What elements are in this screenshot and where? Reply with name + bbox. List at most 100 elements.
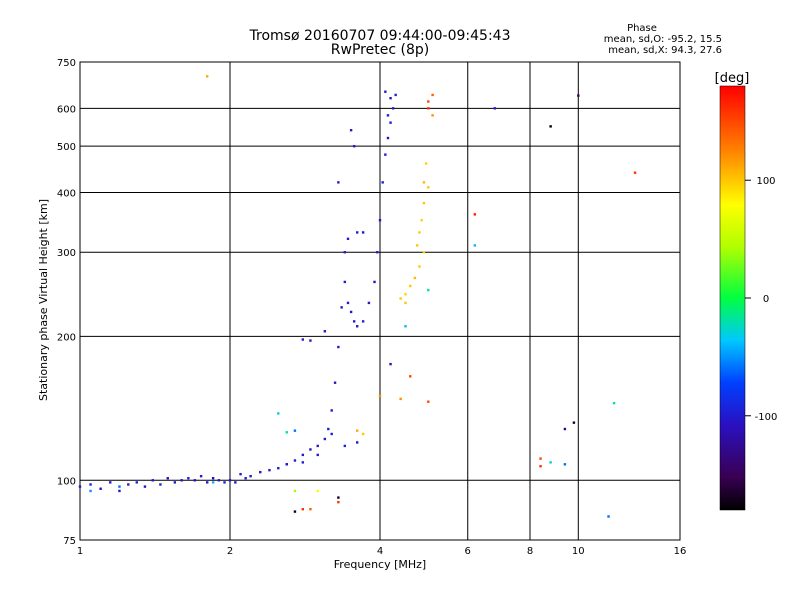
data-point — [327, 427, 330, 431]
data-point — [386, 136, 390, 140]
data-points — [78, 75, 637, 518]
data-point — [277, 466, 280, 470]
data-point — [309, 339, 312, 342]
data-point — [431, 114, 434, 117]
data-point — [199, 474, 203, 478]
data-point — [389, 362, 392, 366]
y-tick-label: 200 — [57, 332, 76, 343]
phase-info-x: mean, sd,X: 94.3, 27.6 — [608, 45, 722, 56]
data-point — [427, 100, 430, 103]
data-point — [404, 293, 407, 296]
data-point — [323, 330, 327, 333]
data-point — [404, 301, 407, 305]
data-point — [249, 474, 252, 478]
data-point — [539, 465, 542, 468]
data-point — [166, 477, 169, 480]
data-point — [399, 397, 402, 401]
data-point — [352, 144, 356, 148]
data-point — [399, 297, 402, 300]
data-point — [277, 412, 280, 415]
data-point — [404, 325, 407, 328]
data-point — [355, 429, 359, 432]
y-tick-label: 100 — [57, 476, 76, 487]
data-point — [293, 429, 297, 432]
x-tick-label: 1 — [77, 546, 83, 557]
data-point — [118, 489, 121, 493]
data-point — [415, 244, 419, 247]
data-point — [337, 496, 340, 499]
data-point — [633, 171, 637, 174]
data-point — [316, 444, 319, 448]
data-point — [373, 280, 376, 284]
data-point — [346, 301, 350, 305]
y-axis-label: Stationary phase Virtual Height [km] — [37, 199, 50, 401]
x-tick-label: 16 — [674, 546, 687, 557]
data-point — [391, 107, 395, 110]
data-point — [343, 444, 347, 448]
data-point — [180, 479, 183, 482]
chart-title: Tromsø 20160707 09:44:00-09:45:43 — [249, 28, 511, 44]
data-point — [99, 487, 102, 490]
data-point — [422, 181, 426, 184]
data-point — [549, 125, 552, 128]
x-tick-label: 8 — [527, 546, 533, 557]
data-point — [349, 310, 353, 314]
x-axis-label: Frequency [MHz] — [334, 558, 426, 571]
data-point — [361, 432, 365, 436]
x-tick-label: 10 — [572, 546, 585, 557]
data-point — [173, 481, 177, 484]
data-point — [389, 121, 392, 124]
data-point — [367, 301, 371, 305]
x-tick-label: 4 — [377, 546, 383, 557]
data-point — [607, 515, 610, 518]
data-point — [539, 457, 542, 460]
data-point — [259, 470, 262, 474]
data-point — [343, 280, 347, 284]
chart-subtitle: RwPretec (8p) — [331, 42, 429, 58]
data-point — [118, 485, 121, 488]
data-point — [355, 231, 359, 234]
data-point — [378, 394, 382, 398]
colorbar-ticks: 100 0 -100 — [745, 176, 777, 423]
data-point — [293, 489, 297, 493]
data-point — [352, 320, 356, 323]
data-point — [127, 483, 130, 486]
data-point — [418, 265, 421, 268]
data-point — [143, 485, 147, 488]
data-point — [427, 400, 430, 403]
data-point — [563, 427, 567, 431]
x-tick-label: 6 — [465, 546, 471, 557]
data-point — [612, 401, 616, 405]
data-point — [333, 381, 337, 384]
data-point — [394, 93, 397, 97]
colorbar-label: [deg] — [715, 71, 750, 86]
y-axis-ticks: 75 100 200 300 400 500 600 750 — [57, 58, 76, 547]
data-point — [187, 477, 190, 480]
phase-info-o: mean, sd,O: -95.2, 15.5 — [604, 34, 722, 45]
data-point — [409, 375, 412, 378]
data-point — [549, 461, 552, 464]
colorbar-tick-label: 0 — [763, 294, 769, 305]
data-point — [301, 338, 305, 341]
data-point — [427, 107, 430, 110]
data-point — [309, 507, 312, 511]
data-point — [563, 463, 567, 466]
grid — [80, 62, 680, 540]
data-point — [309, 448, 312, 451]
data-point — [361, 320, 365, 323]
data-point — [493, 107, 497, 110]
data-point — [424, 162, 428, 165]
data-point — [285, 463, 288, 466]
data-point — [285, 431, 288, 434]
data-point — [301, 453, 305, 457]
data-point — [293, 459, 297, 462]
data-point — [431, 93, 434, 97]
data-point — [211, 477, 215, 480]
data-point — [323, 437, 327, 441]
data-point — [337, 500, 340, 504]
data-point — [205, 75, 209, 78]
data-point — [384, 153, 387, 156]
phase-info-title: Phase — [627, 23, 657, 34]
data-point — [217, 479, 221, 482]
data-point — [159, 483, 162, 486]
